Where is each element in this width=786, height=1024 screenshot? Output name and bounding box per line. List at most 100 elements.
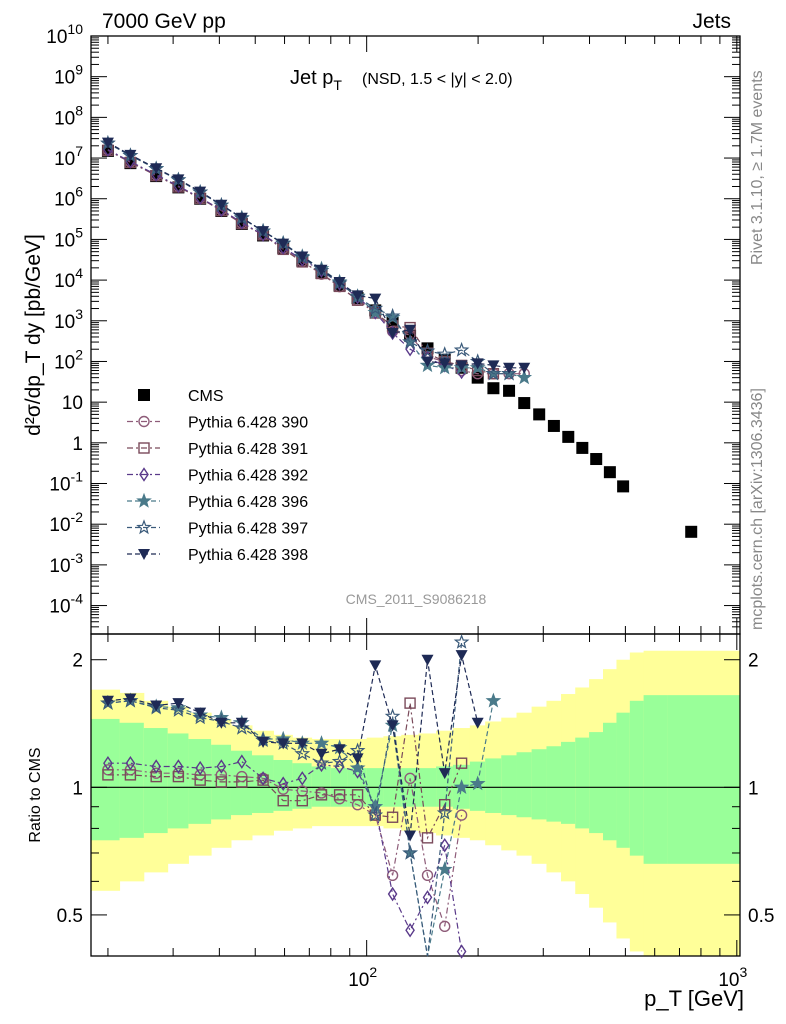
- legend-marker: [138, 389, 150, 401]
- ratio-data-point: [456, 944, 467, 959]
- ratio-y-tick-label: 1: [72, 778, 83, 799]
- ratio-data-point: [438, 768, 451, 780]
- legend-marker: [136, 519, 152, 535]
- green-band-segment: [501, 755, 518, 816]
- ratio-y-tick-label-right: 1: [748, 778, 759, 799]
- main-data-point: [518, 362, 531, 374]
- main-data-point: [369, 293, 382, 305]
- ratio-data-point: [235, 717, 248, 729]
- main-y-tick-label: 104: [54, 265, 83, 292]
- ratio-data-point: [331, 753, 348, 769]
- ratio-data-point: [333, 789, 346, 801]
- green-band-segment: [311, 766, 332, 807]
- main-y-tick-label: 1: [72, 434, 83, 455]
- green-band-segment: [667, 695, 741, 864]
- ratio-data-point: [453, 633, 470, 649]
- ratio-data-point: [215, 717, 228, 729]
- main-data-point: [487, 382, 500, 395]
- main-data-point: [562, 430, 575, 443]
- main-data-point: [215, 199, 228, 211]
- main-series-5: [100, 135, 517, 381]
- main-data-point: [404, 324, 417, 336]
- svg-text:(NSD, 1.5 < |y| < 2.0): (NSD, 1.5 < |y| < 2.0): [362, 71, 513, 88]
- ratio-data-point: [278, 776, 289, 791]
- ratio-data-point: [404, 697, 416, 709]
- main-data-point: [257, 226, 270, 238]
- main-data-point: [547, 419, 560, 432]
- main-data-point: [235, 212, 248, 224]
- ratio-data-point: [234, 719, 250, 735]
- main-data-point: [367, 300, 384, 316]
- main-data-point: [471, 371, 484, 384]
- x-tick-label: 103: [718, 964, 747, 991]
- main-data-point: [455, 360, 468, 372]
- ratio-data-point: [101, 695, 114, 707]
- main-data-point: [533, 408, 546, 421]
- ratio-data-point: [125, 755, 136, 771]
- main-y-tick-label: 1010: [46, 21, 83, 48]
- ratio-data-point: [386, 869, 399, 882]
- ratio-data-point: [315, 748, 328, 760]
- ratio-data-point: [436, 861, 453, 877]
- green-band-segment: [603, 722, 617, 841]
- legend-marker: [139, 467, 149, 482]
- legend-item: Pythia 6.428 391: [127, 441, 308, 458]
- main-data-point: [685, 525, 698, 538]
- ratio-data-point: [236, 776, 248, 788]
- green-band-segment: [143, 728, 169, 834]
- main-data-point: [518, 397, 531, 410]
- ratio-data-point: [351, 753, 364, 765]
- ratio-data-point: [351, 789, 364, 801]
- main-y-tick-label: 107: [54, 143, 83, 170]
- main-data-point: [485, 365, 502, 381]
- ratio-data-point: [313, 735, 330, 751]
- ratio-y-tick-label: 2: [72, 651, 83, 672]
- legend-item: Pythia 6.428 396: [127, 492, 308, 511]
- ratio-data-point: [455, 650, 468, 662]
- ratio-data-point: [405, 923, 415, 938]
- ratio-data-point: [455, 809, 468, 821]
- main-series-6: [101, 137, 531, 374]
- ratio-data-point: [297, 771, 308, 786]
- ratio-data-point: [172, 698, 185, 710]
- legend-item: Pythia 6.428 392: [127, 467, 308, 485]
- main-y-tick-label: 103: [54, 306, 83, 333]
- main-data-point: [419, 342, 436, 358]
- mcplots-label: mcplots.cern.ch [arXiv:1306.3436]: [749, 388, 766, 630]
- header-left: 7000 GeV pp: [102, 10, 226, 33]
- green-band-segment: [436, 766, 454, 807]
- ratio-data-point: [422, 890, 433, 905]
- x-axis-label: p_T [GeV]: [644, 986, 744, 1011]
- ratio-data-point: [439, 798, 451, 811]
- ratio-data-point: [367, 806, 384, 822]
- header-right: Jets: [692, 10, 731, 33]
- main-data-point: [384, 307, 401, 323]
- ratio-data-point: [455, 757, 468, 769]
- ratio-data-point: [453, 779, 470, 795]
- main-series-line: [107, 149, 462, 373]
- main-y-tick-label: 108: [54, 102, 83, 129]
- legend-label: Pythia 6.428 391: [188, 441, 308, 458]
- ratio-data-point: [103, 755, 113, 771]
- main-y-axis-label: d²σ/dp_T dy [pb/GeV]: [22, 234, 45, 436]
- legend-marker: [138, 549, 150, 560]
- ratio-data-point: [333, 744, 346, 756]
- ratio-data-point: [124, 693, 137, 705]
- main-y-tick-label: 10-2: [49, 509, 83, 536]
- legend-item: Pythia 6.428 390: [127, 415, 308, 432]
- ratio-series-5: [101, 650, 484, 842]
- main-y-tick-label: 10: [62, 393, 83, 414]
- ratio-data-point: [296, 738, 309, 750]
- main-data-point: [277, 238, 290, 250]
- ratio-data-point: [195, 760, 206, 776]
- legend-label: Pythia 6.428 396: [188, 494, 308, 511]
- main-data-point: [487, 360, 500, 372]
- legend: CMS Pythia 6.428 390 Pythia 6.428 391 Pythi…: [127, 388, 308, 564]
- main-data-point: [150, 163, 163, 175]
- main-series-line: [107, 142, 525, 369]
- main-data-point: [617, 480, 630, 493]
- green-band-segment: [531, 749, 547, 820]
- ratio-y-tick-label-right: 0.5: [748, 906, 774, 927]
